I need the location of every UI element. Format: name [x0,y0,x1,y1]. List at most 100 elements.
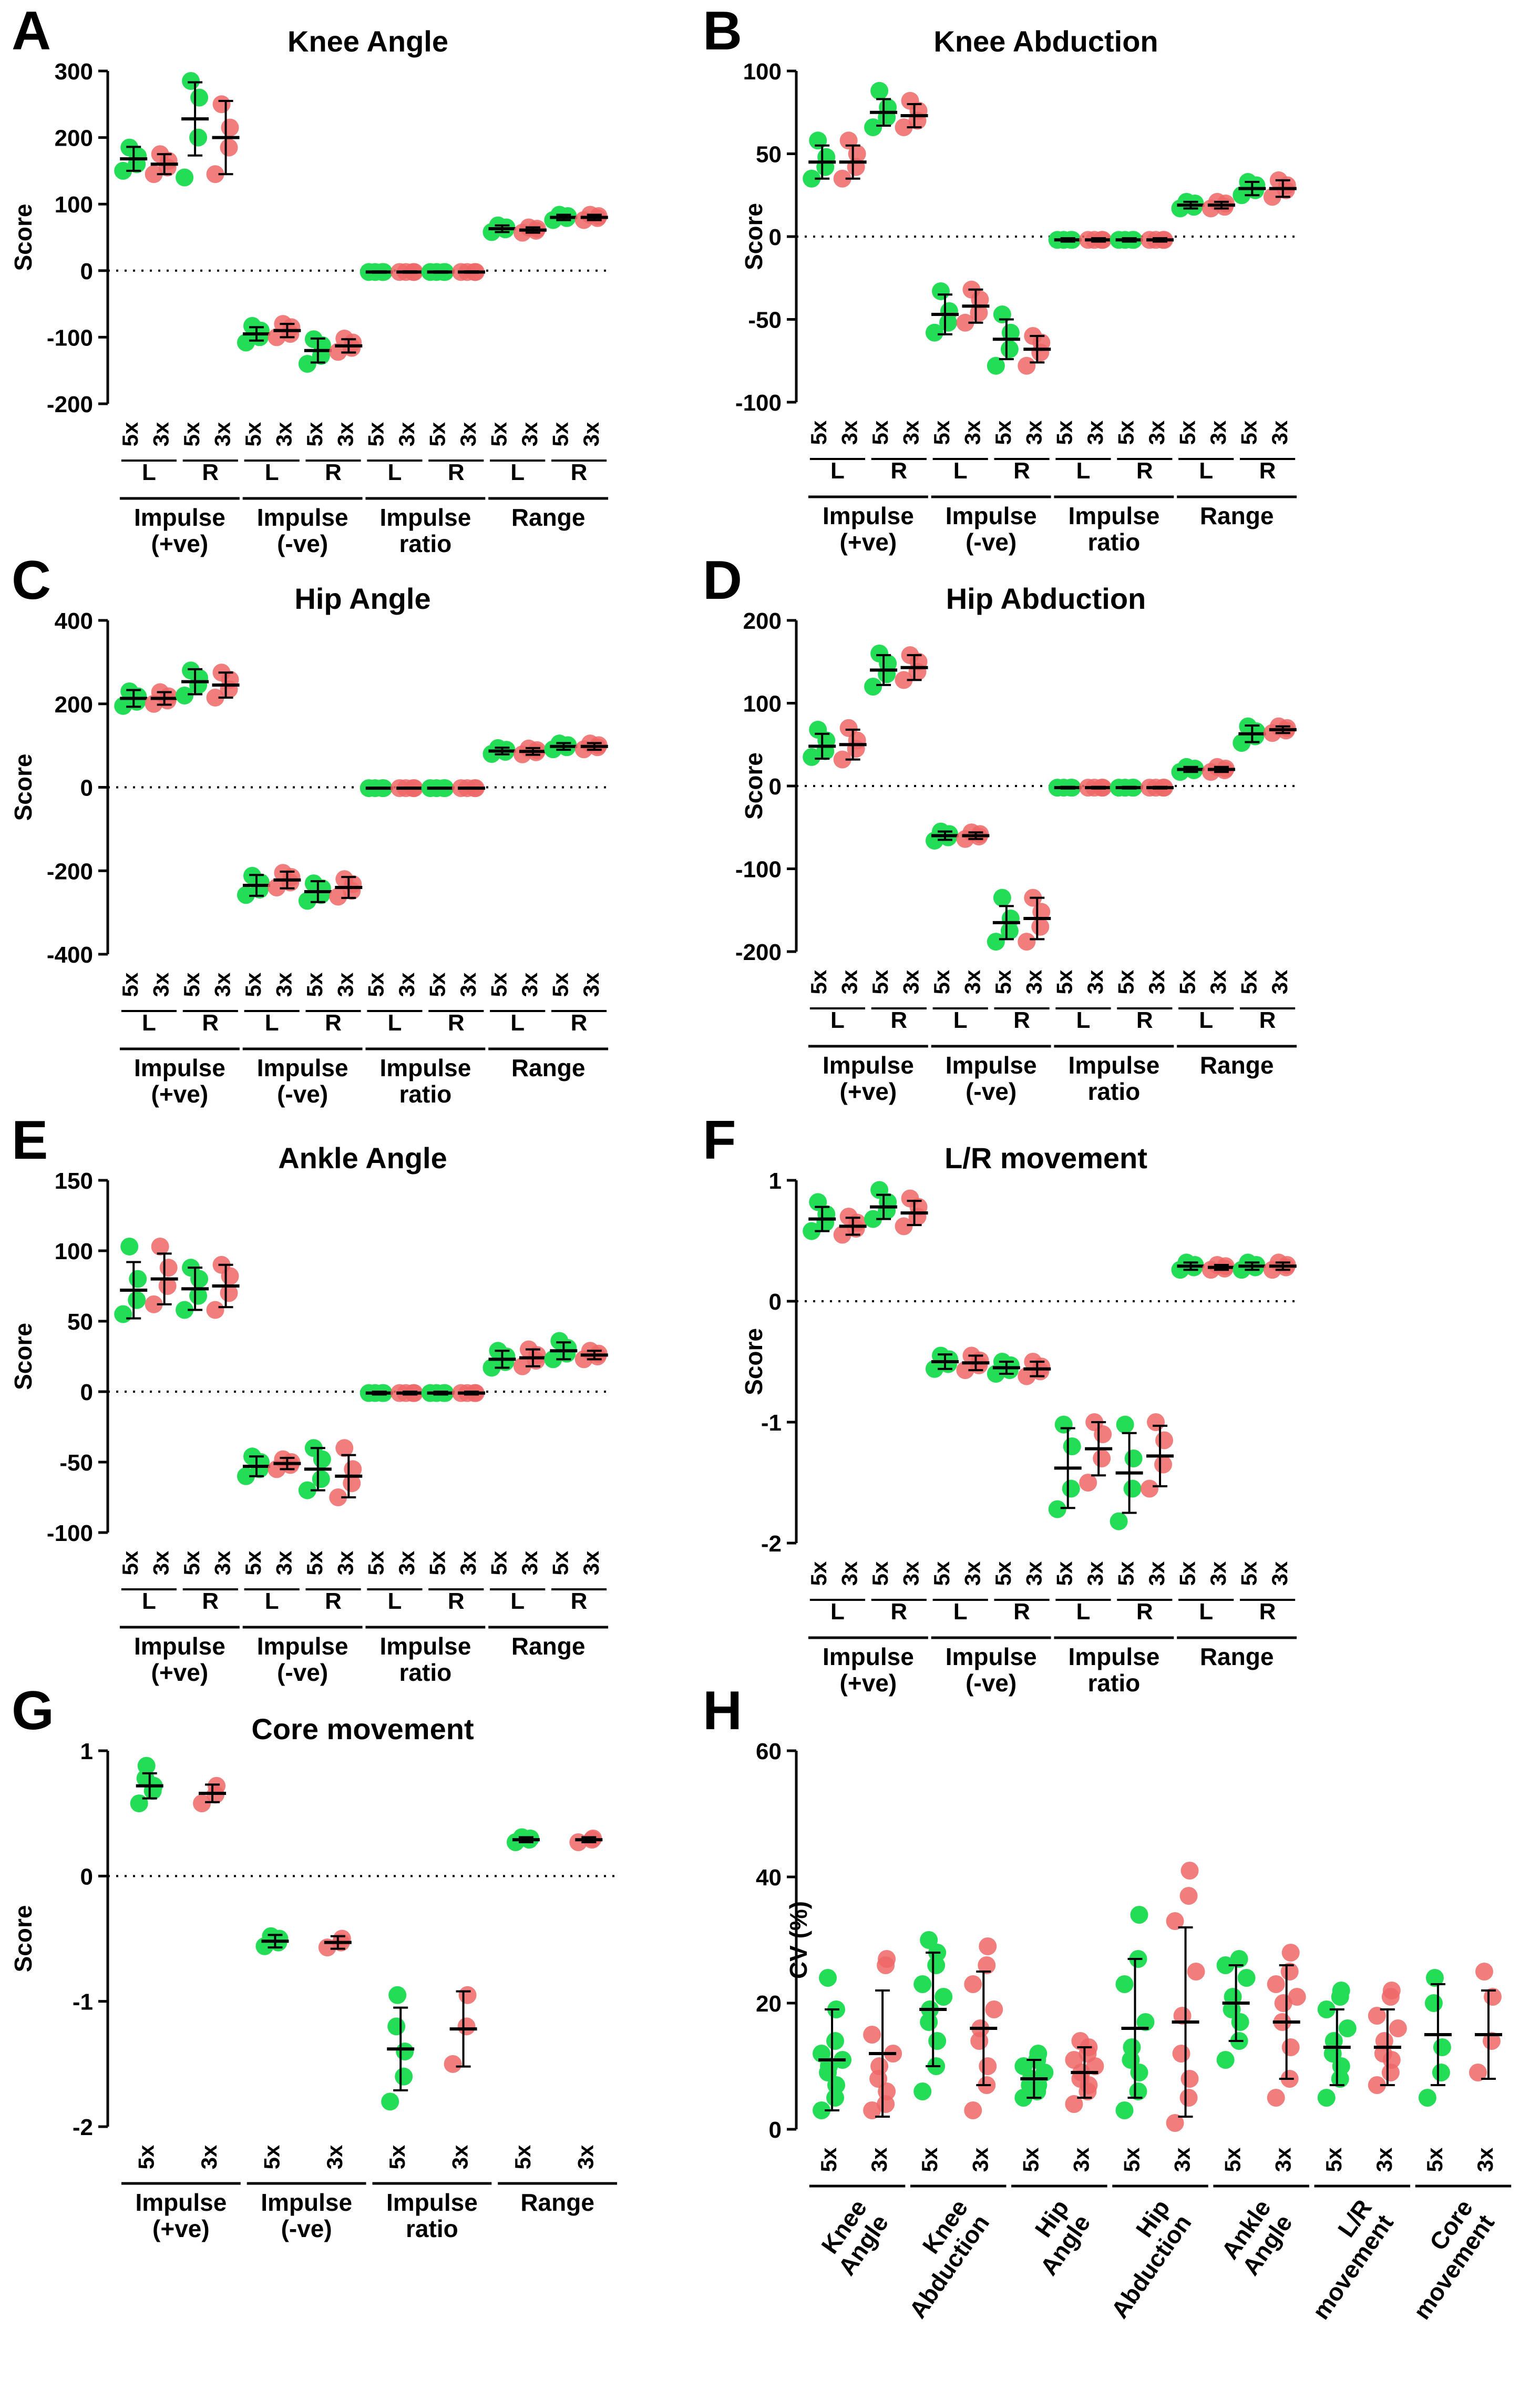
x-tick-label-rep: 3x [1206,1561,1230,1586]
x-tick-label-rep: 3x [1144,420,1169,445]
x-tick-label-rep: 5x [816,2147,841,2172]
data-point [1093,1449,1111,1467]
y-tick-label: -1 [73,1989,93,2015]
x-tick-label-rep: 3x [579,972,603,997]
data-point [190,88,209,107]
x-group-label: Impulse [379,1632,471,1660]
x-group-label: L/Rmovement [1285,2194,1399,2324]
data-point [1166,1912,1184,1930]
data-point [833,169,851,188]
x-tick-label-rep: 3x [1021,969,1046,994]
data-point [819,1969,837,1987]
x-group-label: KneeAbduction [882,2194,994,2323]
x-tick-label-rep: 5x [1175,1561,1199,1586]
x-side-label: L [265,460,279,485]
x-tick-label-rep: 3x [333,972,357,997]
x-group-label: Range [511,504,586,531]
data-point [1123,2038,1141,2056]
x-side-label: L [1076,1007,1090,1033]
x-side-label: L [265,1588,279,1614]
x-tick-label-rep: 5x [1018,2147,1043,2172]
x-tick-label-rep: 5x [241,422,265,446]
x-tick-label-rep: 3x [149,422,173,446]
x-side-label: R [448,1588,465,1614]
data-point [298,355,316,373]
x-tick-label-rep: 5x [385,2145,409,2169]
data-point [343,1474,361,1493]
x-side-label: R [890,1599,907,1625]
x-group-label: Impulse [1068,1051,1159,1079]
data-point [964,1975,982,1993]
x-tick-label-rep: 5x [1236,969,1261,994]
data-point [1382,1982,1401,1999]
data-point [120,1237,139,1255]
panel-g: G Core movement Score 1 0 -1 -2 5x 3x 5x 3x 5x 3x 5x 3… [9,1680,620,2242]
data-point [145,165,163,183]
data-point [457,2017,476,2036]
data-point [878,1950,896,1968]
data-point [1368,2076,1386,2094]
x-side-label: L [142,460,156,485]
x-group-label: ratio [1088,1078,1141,1105]
x-tick-label-rep: 3x [579,422,603,446]
y-tick-label: 100 [55,1239,93,1264]
data-point [987,933,1005,951]
data-point [1263,188,1281,206]
data-point [335,1439,354,1457]
data-point [985,2000,1003,2018]
x-side-label: R [202,460,219,485]
data-point [1281,1944,1300,1962]
data-point [931,282,950,300]
x-tick-label-rep: 3x [837,1561,862,1586]
data-point [1000,340,1019,359]
data-point [129,1270,147,1288]
data-point [395,2067,413,2086]
data-point [1432,2064,1450,2081]
data-point [268,328,286,346]
y-axis-label: CV (%) [785,1901,812,1979]
chart-title: Knee Abduction [933,25,1158,58]
x-tick-label-rep: 3x [867,2147,891,2172]
data-point [1216,1956,1235,1974]
y-tick-label: 0 [80,1864,93,1890]
y-tick-label: -50 [748,308,782,333]
x-tick-label-rep: 5x [1321,2147,1346,2172]
x-tick-label-rep: 3x [1206,420,1230,445]
data-point [1115,1975,1134,1993]
data-point [206,688,224,707]
data-point [176,1301,194,1319]
x-tick-label-rep: 3x [517,972,542,997]
x-side-label: L [1199,1599,1213,1625]
data-point [1332,1982,1350,1999]
x-tick-label-rep: 5x [1052,420,1077,445]
data-point [298,892,316,910]
panel-letter: C [12,550,51,611]
data-point [335,870,354,889]
chart-title: Hip Abduction [946,582,1146,615]
x-tick-label-rep: 5x [806,1561,831,1586]
x-tick-label-rep: 5x [548,972,572,997]
data-point [1424,1994,1443,2012]
data-point [1014,2057,1033,2075]
x-group-label: KneeAngle [811,2194,894,2280]
x-group-label: HipAngle [1013,2194,1096,2280]
x-tick-label-rep: 3x [960,1561,984,1586]
data-point [1418,2089,1436,2107]
x-side-label: R [1013,1599,1030,1625]
data-point [550,1332,569,1350]
data-point [1129,2082,1147,2100]
data-point [1179,2089,1198,2107]
data-point [458,1986,477,2004]
data-point [870,1181,889,1199]
x-tick-label-rep: 3x [456,1550,480,1575]
x-group-label: (+ve) [152,2215,210,2242]
x-group-label: Impulse [379,1054,471,1081]
x-side-label: R [1013,1007,1030,1033]
data-point [1001,910,1020,927]
chart-title: Core movement [251,1712,474,1745]
x-tick-label-rep: 3x [333,1550,357,1575]
x-tick-label-rep: 5x [179,972,204,997]
x-tick-label-rep: 3x [333,422,357,446]
data-point [1233,734,1251,752]
